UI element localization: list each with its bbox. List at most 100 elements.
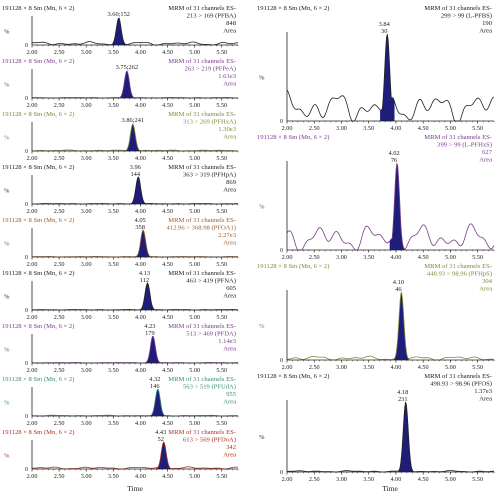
x-tick-label: 2.00 xyxy=(27,473,38,480)
panel-area-value: 955 xyxy=(226,391,237,398)
panel-header: 191128 × 8 Sm (Mn, 6 × 2) xyxy=(257,5,329,12)
panel-header: 191128 × 8 Sm (Mn, 6 × 2) xyxy=(257,134,329,141)
y-zero-tick: 0 xyxy=(25,414,28,420)
x-tick-label: 2.00 xyxy=(27,261,38,268)
panel-channel: MRM of 31 channels ES- xyxy=(168,323,236,330)
panel-area-label: Area xyxy=(479,157,492,164)
signal-trace xyxy=(32,388,238,417)
x-tick-label: 4.50 xyxy=(162,314,173,321)
panel-area-value: 627 xyxy=(482,149,493,156)
x-tick-label: 3.50 xyxy=(108,261,119,268)
peak-height-label: 30 xyxy=(381,28,387,35)
x-tick-label: 5.00 xyxy=(189,420,200,427)
panel-area-label: Area xyxy=(223,240,236,247)
signal-trace xyxy=(32,282,239,311)
x-tick-label: 3.00 xyxy=(81,155,92,162)
panel-area-value: 342 xyxy=(226,444,236,451)
panel-transition: 463 > 419 (PFNA) xyxy=(186,278,236,285)
x-tick-label: 3.00 xyxy=(336,254,347,261)
chromatogram-panel-pfna: 191128 × 8 Sm (Mn, 6 × 2) MRM of 31 chann… xyxy=(2,270,239,321)
x-tick-label: 2.00 xyxy=(27,367,38,374)
panel-header: 191128 × 8 Sm (Mn, 6 × 2) xyxy=(2,5,74,12)
x-tick-label: 3.50 xyxy=(108,155,119,162)
x-tick-label: 3.00 xyxy=(336,476,347,483)
x-tick-label: 2.50 xyxy=(54,155,65,162)
peak-rt-label: 4.23 xyxy=(144,323,155,330)
panel-header: 191128 × 8 Sm (Mn, 6 × 2) xyxy=(2,164,74,171)
x-axis-title-right: Time xyxy=(382,484,398,493)
panel-transition: 563 > 519 (PFUdA) xyxy=(183,384,236,391)
y-axis-label: % xyxy=(4,82,10,89)
x-tick-label: 2.50 xyxy=(54,473,65,480)
panel-header: 191128 × 8 Sm (Mn, 6 × 2) xyxy=(257,263,329,270)
x-tick-label: 2.50 xyxy=(54,102,65,109)
panel-area-value: 1.37e3 xyxy=(474,388,492,395)
x-tick-label: 2.50 xyxy=(54,367,65,374)
signal-trace xyxy=(286,163,495,251)
y-zero-tick: 0 xyxy=(280,119,283,125)
x-tick-label: 3.50 xyxy=(108,314,119,321)
integrated-peak-area xyxy=(380,34,395,121)
x-tick-label: 5.50 xyxy=(216,420,227,427)
x-tick-label: 3.50 xyxy=(108,208,119,215)
panel-channel: MRM of 31 channels ES- xyxy=(168,376,236,383)
peak-rt-label: 4.32 xyxy=(149,376,160,383)
peak-label: 3.86;241 xyxy=(122,117,145,124)
x-tick-label: 5.00 xyxy=(445,254,456,261)
panel-channel: MRM of 31 channels ES- xyxy=(424,134,492,141)
x-tick-label: 2.50 xyxy=(309,125,320,132)
x-tick-label: 2.50 xyxy=(54,208,65,215)
y-axis-label: % xyxy=(4,453,10,460)
x-tick-label: 2.50 xyxy=(54,420,65,427)
panel-channel: MRM of 31 channels ES- xyxy=(424,373,492,380)
x-tick-label: 2.50 xyxy=(54,314,65,321)
panel-channel: MRM of 31 channels ES- xyxy=(168,217,236,224)
peak-height-label: 179 xyxy=(145,330,155,337)
x-tick-label: 2.00 xyxy=(27,155,38,162)
x-tick-label: 4.00 xyxy=(135,261,146,268)
x-tick-label: 4.00 xyxy=(135,367,146,374)
x-tick-label: 5.50 xyxy=(472,125,483,132)
x-tick-label: 4.50 xyxy=(418,254,429,261)
panel-area-label: Area xyxy=(223,399,236,406)
chromatogram-panel-pfda: 191128 × 8 Sm (Mn, 6 × 2) MRM of 31 chann… xyxy=(2,323,239,374)
x-tick-label: 3.50 xyxy=(363,125,374,132)
y-axis-label: % xyxy=(4,400,10,407)
panel-header: 191128 × 8 Sm (Mn, 6 × 2) xyxy=(2,323,74,330)
panel-area-label: Area xyxy=(223,346,236,353)
panel-header: 191128 × 8 Sm (Mn, 6 × 2) xyxy=(2,376,74,383)
panel-area-value: 304 xyxy=(482,278,493,285)
peak-rt-label: 4.13 xyxy=(139,270,150,277)
panel-channel: MRM of 31 channels ES- xyxy=(424,5,492,12)
panel-channel: MRM of 31 channels ES- xyxy=(168,111,236,118)
chromatogram-panel-pfuda: 191128 × 8 Sm (Mn, 6 × 2) MRM of 31 chann… xyxy=(2,376,239,427)
x-tick-label: 4.00 xyxy=(391,476,402,483)
y-axis-label: % xyxy=(259,323,265,330)
x-tick-label: 3.00 xyxy=(81,208,92,215)
panel-area-label: Area xyxy=(479,286,492,293)
x-tick-label: 2.50 xyxy=(309,254,320,261)
y-zero-tick: 0 xyxy=(280,248,283,254)
chromatogram-panel-pfos: 191128 × 8 Sm (Mn, 6 × 2) MRM of 31 chann… xyxy=(257,373,495,483)
peak-height-label: 112 xyxy=(140,277,149,284)
x-tick-label: 2.00 xyxy=(282,254,293,261)
signal-trace xyxy=(31,17,238,46)
y-zero-tick: 0 xyxy=(25,202,28,208)
x-tick-label: 3.00 xyxy=(336,364,347,371)
y-zero-tick: 0 xyxy=(25,255,28,261)
y-axis-label: % xyxy=(259,434,265,441)
y-axis-label: % xyxy=(4,347,10,354)
y-zero-tick: 0 xyxy=(25,467,28,473)
signal-trace xyxy=(32,229,238,258)
x-tick-label: 4.00 xyxy=(135,155,146,162)
x-tick-label: 4.50 xyxy=(162,155,173,162)
panel-area-label: Area xyxy=(223,293,236,300)
x-tick-label: 4.00 xyxy=(135,208,146,215)
x-tick-label: 4.00 xyxy=(135,102,146,109)
x-tick-label: 3.50 xyxy=(108,367,119,374)
x-tick-label: 4.50 xyxy=(162,208,173,215)
panel-channel: MRM of 31 channels ES- xyxy=(168,270,236,277)
signal-trace xyxy=(32,123,238,152)
panel-area-label: Area xyxy=(223,187,236,194)
